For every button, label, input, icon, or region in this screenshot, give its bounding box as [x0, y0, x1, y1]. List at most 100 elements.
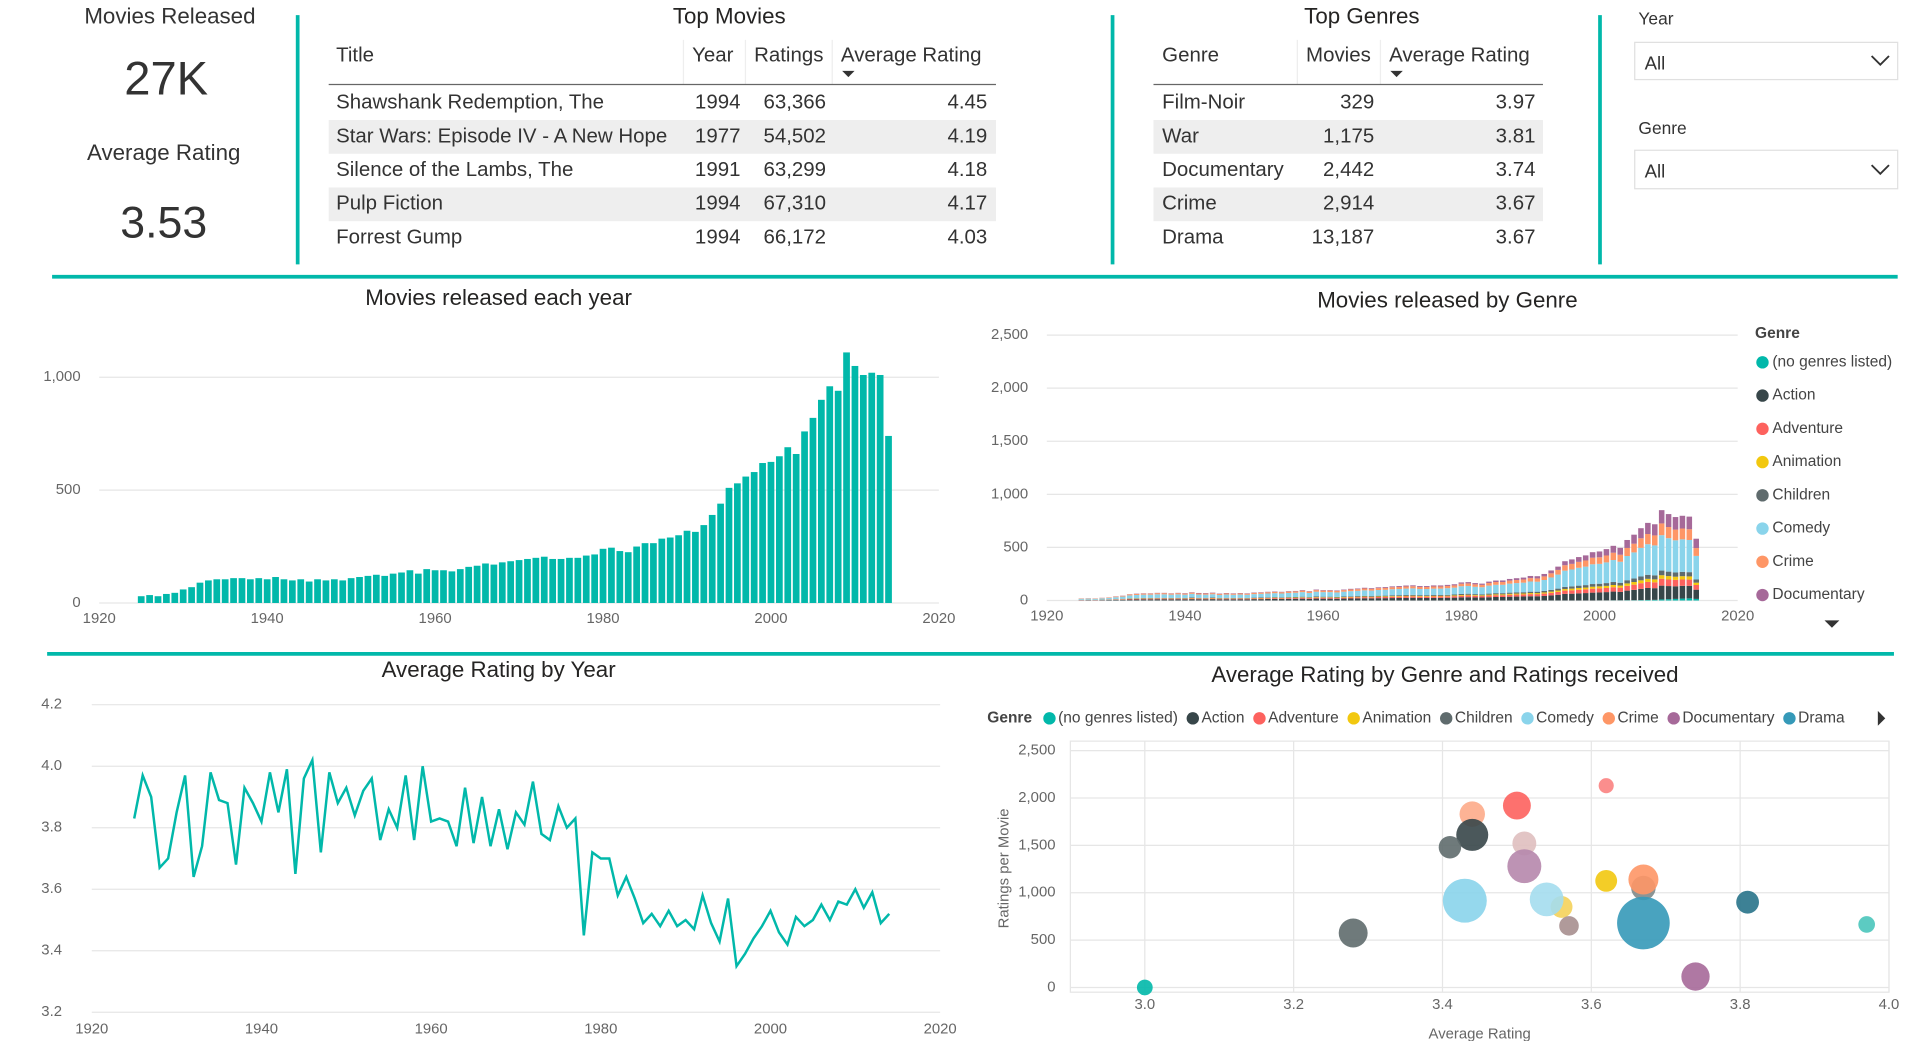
bar — [330, 579, 338, 603]
sort-arrow[interactable] — [1390, 70, 1403, 78]
bar — [339, 580, 347, 603]
x-tick-label: 1940 — [251, 611, 284, 627]
bar-segment — [1396, 596, 1402, 598]
bar-segment — [1389, 589, 1396, 596]
legend-label: Animation — [1362, 709, 1431, 726]
bar-segment — [1665, 514, 1672, 528]
bar-segment — [1479, 584, 1485, 588]
slicer-dropdown[interactable] — [1634, 41, 1899, 81]
bar-segment — [1334, 596, 1340, 598]
bar-segment — [1147, 593, 1154, 595]
table-cell: 4.03 — [947, 225, 987, 248]
chevron[interactable] — [1870, 55, 1890, 67]
x-tick-label: 3.0 — [1134, 997, 1155, 1013]
bar-segment — [1465, 593, 1472, 595]
column-header: Movies — [1306, 43, 1371, 66]
bar-segment — [1465, 597, 1472, 601]
bubble — [1502, 791, 1531, 820]
table-cell: 1977 — [695, 124, 741, 147]
bar-segment — [1652, 535, 1658, 546]
bar-segment — [1624, 590, 1630, 601]
bar-segment — [1458, 593, 1465, 595]
bar — [490, 564, 498, 603]
legend-scroll[interactable] — [1824, 620, 1840, 628]
bar-segment — [1334, 590, 1340, 591]
bar-segment — [1120, 599, 1126, 601]
y-tick-label: 4.2 — [41, 697, 62, 713]
bar-segment — [1133, 594, 1140, 599]
bar-segment — [1099, 598, 1105, 600]
bar-segment — [1265, 593, 1271, 598]
bar-segment — [1562, 590, 1568, 594]
bar-segment — [1610, 552, 1617, 561]
bar-segment — [1500, 593, 1506, 595]
bar-segment — [1506, 594, 1513, 597]
bar-segment — [1679, 539, 1686, 572]
bar-segment — [1216, 594, 1223, 598]
bar-segment — [1382, 598, 1389, 601]
bar-segment — [1348, 596, 1354, 598]
bar — [347, 578, 355, 603]
legend-scroll[interactable] — [1877, 710, 1886, 726]
chevron[interactable] — [1870, 164, 1890, 176]
bar-segment — [1610, 582, 1617, 585]
bar-segment — [1444, 594, 1451, 596]
bar-segment — [1410, 596, 1416, 598]
sort-arrow[interactable] — [842, 70, 855, 78]
bar-segment — [1548, 589, 1554, 592]
legend-label: (no genres listed) — [1772, 353, 1892, 370]
y-tick-label: 3.4 — [41, 943, 62, 959]
bar — [238, 578, 246, 603]
bar-segment — [1513, 592, 1520, 594]
bar — [717, 503, 724, 603]
bar — [414, 573, 422, 603]
bar-segment — [1120, 596, 1126, 599]
bar-segment — [1320, 590, 1326, 591]
x-tick-label: 1920 — [83, 611, 116, 627]
bar-segment — [1382, 587, 1389, 590]
legend-marker — [1253, 712, 1266, 725]
bar-segment — [1610, 545, 1617, 553]
bar-segment — [1285, 591, 1292, 593]
table-cell: Film-Noir — [1162, 91, 1245, 114]
bar-segment — [1437, 586, 1444, 589]
bar-segment — [1555, 590, 1561, 592]
table-cell: 4.17 — [947, 192, 987, 215]
bar — [465, 566, 473, 603]
table-cell: 4.19 — [947, 124, 987, 147]
bar-segment — [1189, 598, 1195, 600]
bar-segment — [1126, 595, 1133, 599]
bar-segment — [1569, 563, 1575, 570]
bar — [381, 575, 389, 603]
bar-segment — [1693, 579, 1699, 583]
bar-segment — [1576, 589, 1582, 594]
bar-segment — [1209, 599, 1216, 601]
bar-segment — [1672, 576, 1679, 580]
bar-segment — [1638, 547, 1644, 577]
bar-segment — [1424, 596, 1430, 597]
bar-segment — [1189, 599, 1195, 601]
legend-marker — [1783, 712, 1796, 725]
bar-segment — [1396, 597, 1402, 601]
bar — [398, 572, 405, 603]
bar-segment — [1424, 589, 1430, 596]
bar-segment — [1354, 590, 1361, 597]
bar-segment — [1196, 592, 1202, 594]
slicer-dropdown[interactable] — [1634, 149, 1899, 190]
bar-segment — [1665, 538, 1672, 572]
bar-segment — [1486, 595, 1492, 598]
bar-segment — [1631, 552, 1637, 579]
bar-segment — [1562, 589, 1568, 591]
bar-segment — [1313, 597, 1320, 598]
bar-segment — [1576, 567, 1582, 586]
bar-segment — [1396, 589, 1402, 596]
bar-segment — [1569, 588, 1575, 591]
bar-segment — [1465, 594, 1472, 596]
bar-segment — [1652, 579, 1658, 583]
bar-segment — [1493, 594, 1499, 596]
bar-segment — [1168, 599, 1174, 601]
bar — [288, 580, 296, 603]
bar-segment — [1154, 599, 1161, 601]
bar-segment — [1596, 583, 1603, 587]
bar-segment — [1520, 594, 1527, 597]
